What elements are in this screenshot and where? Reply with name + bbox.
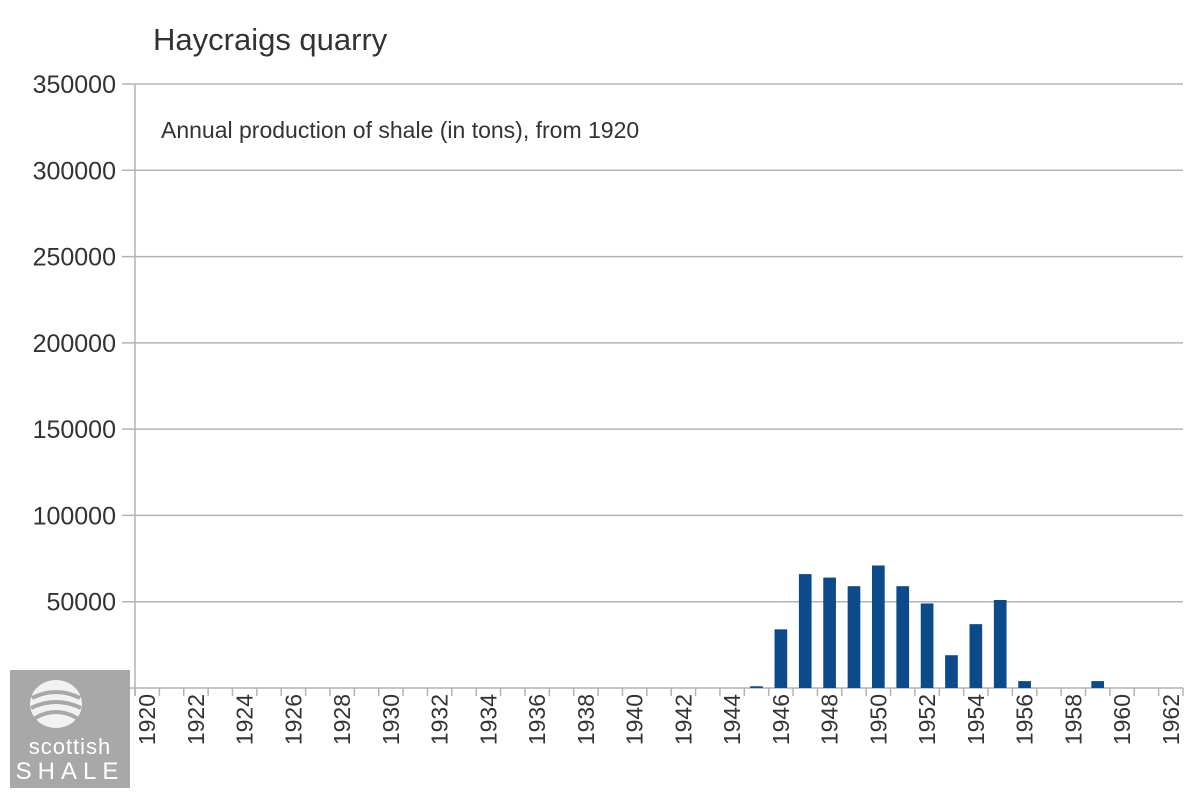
x-tick-label: 1920 (134, 694, 160, 745)
x-tick-label: 1956 (1012, 694, 1038, 745)
y-tick-label: 200000 (33, 330, 116, 358)
x-tick-label: 1934 (475, 694, 501, 745)
globe-icon (30, 680, 82, 728)
x-tick-label: 1952 (914, 694, 940, 745)
x-tick-label: 1940 (622, 694, 648, 745)
bar-1959 (1091, 681, 1105, 688)
bar-1950 (872, 565, 885, 688)
x-axis: 1920 1922 1924 1926 1928 1930 1932 1934 1936 1938… (134, 688, 1184, 745)
bar-1948 (823, 577, 836, 688)
bar-1955 (993, 599, 1007, 688)
bar-1954 (969, 624, 983, 688)
y-tick-label: 350000 (33, 71, 116, 99)
x-tick-label: 1936 (524, 694, 550, 745)
y-tick-label: 150000 (33, 416, 116, 444)
x-tick-label: 1950 (865, 694, 891, 745)
x-tick-label: 1942 (670, 694, 696, 745)
bar-1956 (1018, 681, 1031, 688)
logo-text-scottish: scottish (28, 734, 112, 759)
scottish-shale-logo: scottish SHALE (10, 670, 130, 788)
x-tick-label: 1932 (427, 694, 453, 745)
chart-subtitle: Annual production of shale (in tons), fr… (161, 117, 639, 143)
x-tick-label: 1928 (329, 694, 355, 745)
y-tick-label: 50000 (46, 589, 116, 617)
x-tick-label: 1926 (280, 694, 306, 745)
x-tick-label: 1946 (768, 694, 794, 745)
bar-1945 (750, 686, 763, 688)
bar-1953 (945, 655, 958, 688)
bar-1951 (896, 586, 910, 688)
x-tick-label: 1930 (378, 694, 404, 745)
x-tick-label: 1922 (183, 694, 209, 745)
x-tick-label: 1944 (719, 694, 745, 745)
x-tick-label: 1938 (573, 694, 599, 745)
x-tick-label: 1958 (1060, 694, 1086, 745)
y-tick-label: 250000 (33, 244, 116, 272)
x-tick-label: 1960 (1109, 694, 1135, 745)
bar-1949 (847, 586, 861, 688)
bar-1947 (798, 574, 812, 688)
x-tick-label: 1954 (963, 694, 989, 745)
logo-text-shale: SHALE (15, 758, 125, 785)
chart-title: Haycraigs quarry (153, 22, 388, 57)
grid-lines (122, 83, 1183, 689)
bars (750, 565, 1105, 688)
y-tick-label: 300000 (33, 157, 116, 185)
bar-1946 (774, 629, 788, 688)
y-tick-label: 100000 (33, 502, 116, 530)
x-tick-label: 1948 (817, 694, 843, 745)
y-axis: 0500001000001500002000002500003000003500… (33, 71, 136, 703)
bar-1952 (920, 603, 934, 688)
x-tick-label: 1962 (1158, 694, 1184, 745)
x-tick-label: 1924 (232, 694, 258, 745)
